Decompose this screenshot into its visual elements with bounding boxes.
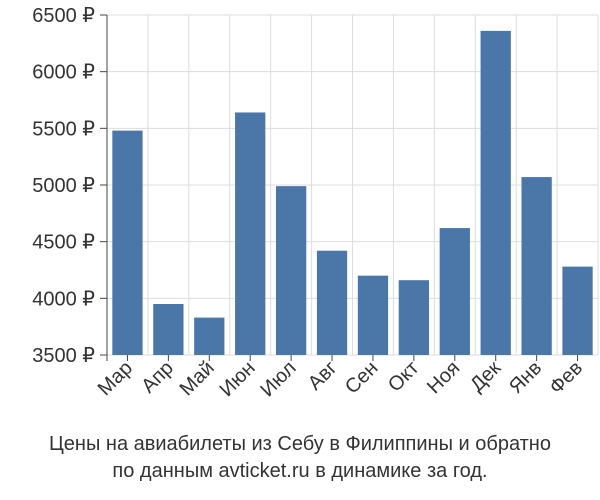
bar-chart: 3500 ₽ 4000 ₽ 4500 ₽ 5000 ₽ 5500 ₽ 6000 ₽ 6500…: [32, 5, 599, 401]
axes: [100, 14, 579, 361]
x-tick-label: Ноя: [423, 357, 464, 398]
bar: [521, 177, 552, 355]
bar: [398, 280, 430, 355]
caption-line-2: по данным avticket.ru в динамике за год.: [112, 460, 488, 482]
bar: [316, 250, 348, 355]
grid-lines: [106, 14, 599, 356]
x-tick-label: Июл: [256, 357, 300, 401]
bar: [357, 275, 389, 355]
bar: [275, 186, 307, 355]
y-tick-label: 4000 ₽: [32, 288, 95, 310]
y-tick-label: 6000 ₽: [32, 62, 95, 84]
x-tick-label: Май: [176, 357, 219, 400]
x-tick-label: Апр: [137, 357, 178, 398]
x-tick-label: Фев: [545, 357, 587, 399]
bar: [235, 112, 266, 355]
x-tick-label: Сен: [341, 357, 382, 398]
bar: [112, 130, 143, 355]
y-tick-label: 5000 ₽: [32, 175, 95, 197]
x-tick-label: Янв: [505, 357, 546, 398]
x-tick-label: Мар: [94, 357, 137, 400]
x-tick-label: Окт: [384, 357, 423, 396]
y-tick-label: 5500 ₽: [32, 118, 95, 140]
caption-line-1: Цены на авиабилеты из Себу в Филиппины и…: [49, 433, 551, 455]
bar: [153, 304, 184, 355]
y-tick-label: 6500 ₽: [32, 5, 95, 27]
bar: [562, 266, 593, 355]
x-tick-label: Авг: [304, 357, 342, 395]
bar: [480, 30, 511, 355]
y-tick-label: 3500 ₽: [32, 345, 95, 367]
bars: [112, 30, 593, 355]
bar: [439, 228, 470, 355]
y-tick-label: 4500 ₽: [32, 232, 95, 254]
x-tick-label: Дек: [466, 357, 505, 396]
y-tick-labels: 3500 ₽ 4000 ₽ 4500 ₽ 5000 ₽ 5500 ₽ 6000 ₽ 6500…: [32, 5, 95, 367]
x-tick-label: Июн: [216, 357, 260, 401]
bar: [194, 317, 225, 355]
